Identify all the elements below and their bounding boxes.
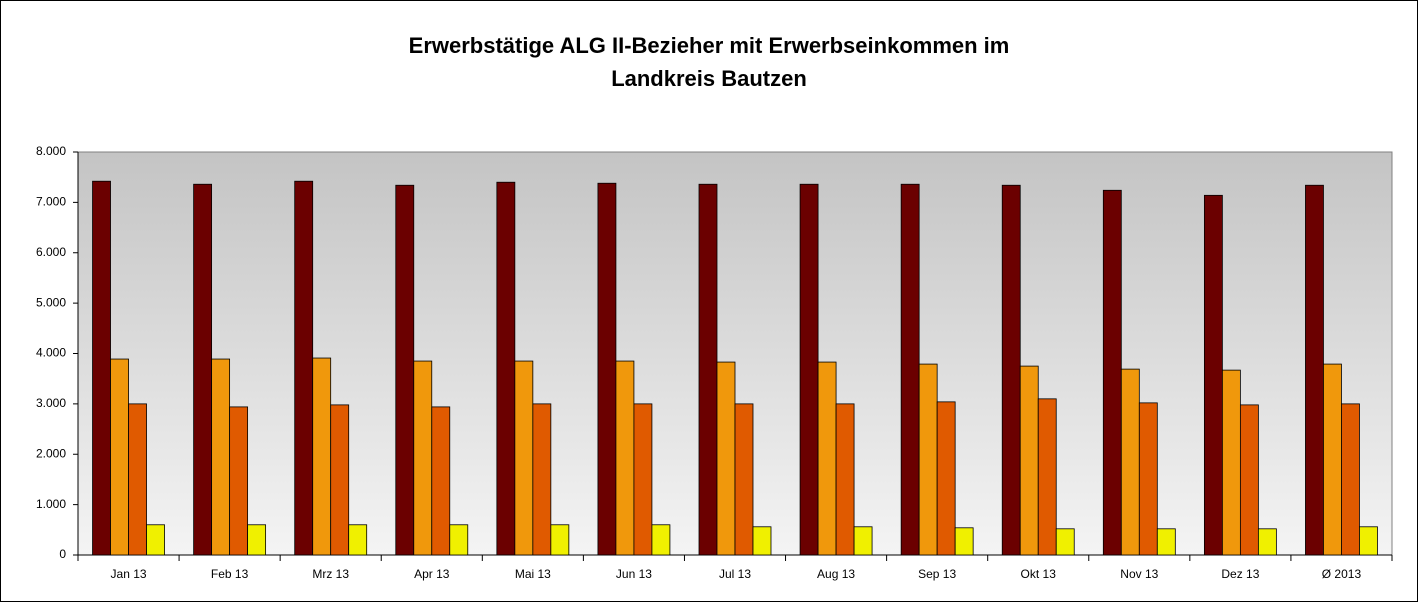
bar — [1341, 403, 1360, 556]
x-tick-label: Sep 13 — [918, 567, 956, 581]
bar — [799, 183, 819, 556]
bar — [110, 358, 129, 556]
bar — [1305, 184, 1324, 556]
bar — [1037, 398, 1057, 556]
bar — [615, 360, 635, 556]
bar — [936, 401, 956, 556]
y-tick-label: 4.000 — [36, 346, 66, 360]
bar — [449, 524, 469, 556]
x-tick-label: Ø 2013 — [1322, 567, 1362, 581]
bar — [1055, 528, 1075, 556]
bar — [413, 360, 433, 556]
bar — [431, 406, 451, 556]
bar — [1239, 404, 1259, 556]
bar — [1359, 526, 1378, 556]
bar — [1156, 528, 1176, 556]
bar — [496, 181, 516, 556]
x-tick-label: Aug 13 — [817, 567, 855, 581]
x-tick-label: Jan 13 — [111, 567, 147, 581]
y-tick-label: 7.000 — [36, 195, 66, 209]
bar — [514, 360, 534, 556]
bar — [550, 524, 570, 556]
x-tick-label: Jul 13 — [719, 567, 751, 581]
bar — [918, 363, 938, 556]
bar — [348, 524, 368, 556]
bar — [835, 403, 855, 556]
bar — [954, 527, 974, 556]
y-tick-label: 3.000 — [36, 396, 66, 410]
bar — [1120, 368, 1140, 556]
bar — [853, 526, 873, 556]
bar — [395, 184, 415, 556]
bar — [734, 403, 754, 556]
chart-title: Landkreis Bautzen — [611, 66, 807, 91]
y-tick-label: 8.000 — [36, 144, 66, 158]
x-tick-label: Nov 13 — [1120, 567, 1158, 581]
bar — [1203, 194, 1223, 556]
bar — [1257, 528, 1277, 556]
bar — [229, 406, 249, 556]
x-tick-label: Mrz 13 — [312, 567, 349, 581]
bar — [1138, 402, 1158, 556]
bar — [651, 524, 671, 556]
bar — [633, 403, 653, 556]
bar — [146, 524, 165, 556]
x-tick-label: Jun 13 — [616, 567, 652, 581]
x-tick-label: Apr 13 — [414, 567, 450, 581]
bar — [1102, 189, 1122, 556]
x-tick-label: Dez 13 — [1221, 567, 1259, 581]
bar — [1221, 369, 1241, 556]
bar — [1019, 365, 1039, 556]
bar — [817, 361, 837, 556]
y-tick-label: 1.000 — [36, 497, 66, 511]
bar — [294, 180, 314, 556]
bar — [211, 358, 231, 556]
y-tick-label: 0 — [59, 547, 66, 561]
x-tick-label: Mai 13 — [515, 567, 551, 581]
bar — [532, 403, 552, 556]
bar — [128, 403, 147, 556]
x-tick-label: Feb 13 — [211, 567, 249, 581]
bar — [698, 183, 718, 556]
bar — [716, 361, 736, 556]
bar — [1001, 184, 1021, 556]
chart-title: Erwerbstätige ALG II-Bezieher mit Erwerb… — [409, 33, 1010, 58]
y-tick-label: 2.000 — [36, 446, 66, 460]
bar — [330, 404, 350, 556]
bar — [1323, 363, 1342, 556]
bar — [312, 357, 332, 556]
bar — [247, 524, 267, 556]
bar — [597, 182, 617, 556]
bar — [752, 526, 772, 556]
y-tick-label: 5.000 — [36, 295, 66, 309]
bar — [900, 183, 920, 556]
bar — [193, 183, 213, 556]
bar — [92, 180, 111, 556]
y-tick-label: 6.000 — [36, 245, 66, 259]
x-tick-label: Okt 13 — [1021, 567, 1057, 581]
